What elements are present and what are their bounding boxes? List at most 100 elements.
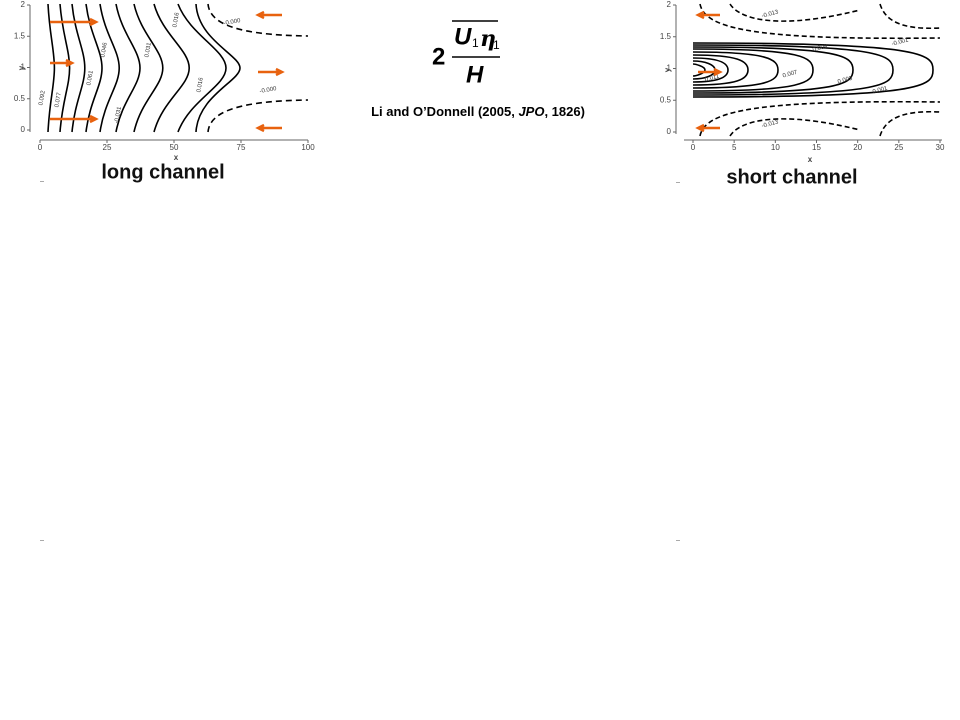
caption: short channel [726, 166, 857, 188]
contour-line [692, 48, 814, 92]
contour-label: -0.013 [761, 9, 780, 19]
contour-label: 0.011 [704, 74, 720, 84]
contour-line-dashed [207, 3, 309, 37]
contour-line-dashed [729, 3, 861, 22]
x-tick-label: 15 [812, 143, 821, 152]
contour-line-dashed [699, 100, 941, 137]
contour-line [115, 3, 141, 133]
y-tick-label: 0 [21, 125, 26, 134]
eta-symbol: η [480, 26, 496, 52]
contour-label: -0.031 [114, 106, 123, 124]
contour-line [692, 51, 779, 89]
caption: long channel [101, 161, 224, 183]
flow-arrow [255, 10, 282, 20]
contour-label: 0.009 [812, 44, 829, 54]
contour-line [692, 42, 934, 98]
y-tick-label: 2 [21, 0, 26, 9]
contour-label: -0.000 [259, 86, 277, 95]
contour-label: -0.013 [761, 119, 780, 129]
y-axis-label: y [17, 65, 26, 70]
y-tick-label: 0.5 [14, 94, 26, 103]
x-tick-label: 25 [103, 143, 112, 152]
flow-arrow [695, 10, 720, 20]
contour-label: 0.061 [86, 70, 95, 86]
y-tick-label: 1.5 [14, 31, 26, 40]
x-tick-label: 0 [38, 143, 43, 152]
contour-label: 0.031 [144, 42, 153, 58]
dot [40, 540, 44, 541]
contour-line-dashed [207, 99, 309, 133]
contour-line [692, 63, 706, 77]
x-tick-label: 5 [732, 143, 737, 152]
small-marks [40, 181, 680, 541]
contour-line-dashed [879, 3, 941, 30]
y-tick-label: 0.5 [660, 95, 672, 104]
x-tick-label: 20 [853, 143, 862, 152]
contour-line [99, 3, 121, 133]
contour-label: 0.092 [38, 90, 47, 106]
denominator: H [466, 61, 484, 88]
y-tick-label: 2 [667, 0, 672, 9]
x-tick-label: 100 [301, 143, 315, 152]
x-tick-label: 25 [894, 143, 903, 152]
x-axis-label: x [808, 155, 813, 164]
flow-arrow [695, 123, 720, 133]
citation-journal: JPO [518, 104, 544, 119]
u-subscript: 1 [472, 36, 479, 50]
y-tick-label: 1 [21, 63, 26, 72]
contour-line-dashed [879, 110, 941, 137]
flow-arrow [255, 123, 282, 133]
contour-line [692, 54, 749, 86]
contour-label: 0.003 [837, 76, 854, 86]
citation-text: Li and O’Donnell (2005, [371, 104, 518, 119]
citation-text: , 1826) [544, 104, 584, 119]
flow-arrow [50, 58, 75, 68]
y-tick-label: 1 [667, 64, 672, 73]
contour-line [59, 3, 71, 133]
x-tick-label: 30 [936, 143, 945, 152]
contour-line-dashed [729, 118, 861, 137]
contour-line [692, 57, 729, 83]
contour-label: -0.000 [223, 18, 241, 27]
y-tick-label: 0 [667, 127, 672, 136]
contour-line [133, 3, 164, 133]
y-axis-label: y [663, 67, 672, 72]
dot [40, 181, 44, 182]
formula: 2 U 1 η 1 H [432, 20, 500, 88]
contour-line [692, 44, 894, 96]
contour-plots: 0.092 0.077 0.061 0.046 0.031 0.016 0.016 -0.00… [38, 3, 941, 137]
contour-line [177, 3, 227, 133]
x-tick-label: 10 [771, 143, 780, 152]
contour-label: -0.001 [891, 37, 910, 47]
x-axis-label: x [174, 153, 179, 162]
arrows [50, 10, 723, 133]
citation: Li and O’Donnell (2005, JPO, 1826) [371, 104, 585, 119]
contour-line [71, 3, 86, 133]
x-tick-label: 75 [237, 143, 246, 152]
contour-line [85, 3, 103, 133]
x-tick-label: 0 [691, 143, 696, 152]
contour-label: 0.077 [54, 92, 63, 108]
eta-subscript: 1 [493, 38, 500, 52]
contour-label: 0.007 [782, 70, 799, 80]
coefficient: 2 [432, 43, 445, 70]
contour-line [692, 46, 854, 94]
flow-arrow [50, 17, 99, 27]
contour-line [47, 3, 56, 133]
flow-arrow [698, 67, 723, 77]
contour-label: 0.001 [872, 86, 889, 96]
contour-line [195, 3, 241, 133]
dot [676, 182, 680, 183]
dot [676, 540, 680, 541]
y-tick-label: 1.5 [660, 32, 672, 41]
contour-line [153, 3, 191, 133]
contour-label: 0.016 [196, 77, 205, 93]
u-symbol: U [454, 23, 472, 50]
contour-label: 0.046 [100, 42, 109, 58]
flow-arrow [258, 67, 285, 77]
flow-arrow [50, 114, 99, 124]
contour-line-dashed [699, 3, 941, 40]
contour-label: 0.016 [172, 12, 181, 28]
x-tick-label: 50 [170, 143, 179, 152]
